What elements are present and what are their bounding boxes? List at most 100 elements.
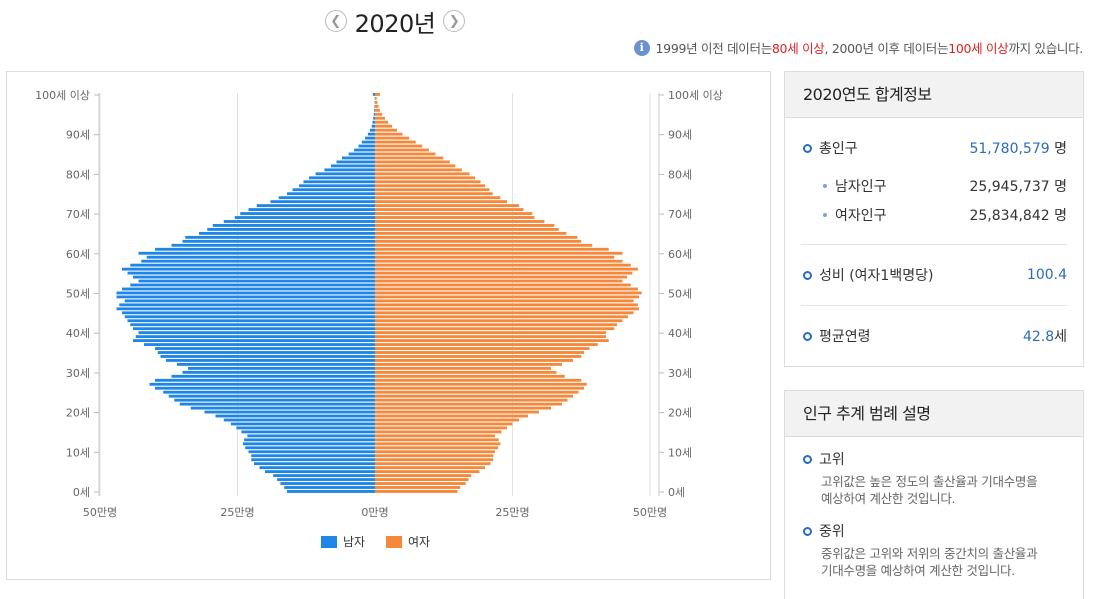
bar-female: [375, 247, 609, 251]
divider: [801, 244, 1067, 245]
bar-male: [190, 406, 375, 410]
bar-male: [287, 192, 375, 196]
y-tick-label-left: 50세: [66, 288, 90, 301]
bar-female: [375, 394, 573, 398]
bar-male: [116, 307, 375, 311]
bar-male: [361, 140, 375, 144]
y-tick-label-left: 80세: [66, 168, 90, 181]
summary-panel: 2020연도 합계정보 총인구 51,780,579 명 남자인구 25,945…: [784, 71, 1084, 367]
bullet-dot-icon: [823, 184, 827, 188]
legend-swatch: [386, 536, 402, 548]
bar-male: [160, 355, 375, 358]
bar-male: [234, 216, 375, 219]
male-value: 25,945,737: [969, 179, 1050, 195]
legend-description-title: 인구 추계 범례 설명: [785, 391, 1083, 437]
bar-female: [375, 212, 533, 215]
bar-male: [212, 224, 375, 227]
bar-female: [375, 422, 513, 426]
bar-female: [375, 478, 469, 481]
bar-male: [155, 347, 375, 350]
chevron-left-icon[interactable]: ❮: [324, 10, 347, 32]
notice-text-2: , 2000년 이후 데이터는: [824, 41, 949, 56]
bar-male: [354, 148, 375, 152]
chevron-right-icon[interactable]: ❯: [443, 10, 466, 32]
bar-female: [375, 462, 491, 466]
bar-female: [375, 343, 598, 346]
bar-female: [375, 362, 562, 366]
bar-female: [375, 184, 485, 188]
notice-text-3: 까지 있습니다.: [1008, 41, 1083, 56]
bar-female: [375, 255, 615, 259]
total-unit: 명: [1054, 141, 1067, 157]
bar-female: [375, 136, 410, 140]
bar-male: [251, 458, 375, 462]
average-age-value: 42.8: [1022, 329, 1055, 345]
bar-male: [130, 283, 375, 287]
bar-female: [375, 108, 380, 112]
bar-male: [331, 164, 375, 168]
legend-swatch: [321, 536, 337, 548]
bar-male: [270, 200, 375, 204]
bar-male: [130, 263, 375, 267]
bar-female: [375, 172, 470, 176]
bar-female: [375, 450, 495, 454]
bar-female: [375, 331, 606, 335]
bar-female: [375, 486, 461, 489]
bar-female: [375, 470, 480, 474]
bar-female: [375, 152, 436, 156]
bar-male: [207, 227, 375, 231]
bar-male: [163, 390, 375, 394]
legend-item-high: 고위 고위값은 높은 정도의 출산율과 기대수명을 예상하여 계산한 것입니다.: [785, 449, 1083, 507]
bar-male: [174, 398, 375, 402]
bar-male: [223, 418, 375, 422]
y-tick-label-right: 50세: [668, 288, 692, 301]
x-tick-label: 50만명: [83, 506, 117, 519]
y-tick-label-left: 0세: [73, 486, 90, 499]
sex-ratio-row: 성비 (여자1백명당) 100.4: [785, 265, 1083, 285]
male-label: 남자인구: [835, 179, 887, 195]
bar-male: [122, 287, 375, 291]
bar-female: [375, 406, 551, 410]
bar-female: [375, 263, 631, 267]
bar-female: [375, 370, 557, 374]
bar-female: [375, 315, 628, 319]
bar-male: [284, 486, 375, 489]
bar-female: [375, 446, 499, 450]
bar-male: [287, 490, 375, 493]
bullet-ring-icon: [803, 526, 812, 536]
bar-female: [375, 410, 539, 414]
bar-male: [230, 422, 375, 426]
female-population-row: 여자인구 25,834,842 명: [785, 205, 1083, 225]
bar-female: [375, 374, 565, 378]
bar-male: [182, 370, 375, 374]
bar-female: [375, 474, 472, 478]
bar-female: [375, 275, 627, 279]
notice-highlight-100: 100세 이상: [948, 41, 1009, 56]
bar-female: [375, 160, 450, 164]
bar-female: [375, 291, 642, 295]
bar-male: [171, 374, 375, 378]
bar-male: [133, 327, 375, 331]
y-tick-label-right: 30세: [668, 367, 692, 380]
bar-female: [375, 231, 567, 235]
bar-female: [375, 156, 444, 160]
average-age-row: 평균연령 42.8세: [785, 326, 1083, 346]
bar-male: [374, 108, 375, 112]
y-tick-label-right: 90세: [668, 129, 692, 142]
bar-female: [375, 168, 462, 172]
bar-female: [375, 176, 476, 180]
bar-female: [375, 299, 634, 303]
bar-male: [141, 259, 375, 263]
bar-male: [248, 450, 375, 454]
x-tick-label: 0만명: [361, 506, 388, 519]
bar-female: [375, 327, 615, 331]
bar-female: [375, 430, 502, 434]
legend-item-text: 고위값은 높은 정도의 출산율과 기대수명을: [821, 474, 1038, 489]
bar-male: [171, 243, 375, 247]
bar-female: [375, 259, 623, 263]
notice-text-1: 1999년 이전 데이터는: [655, 41, 773, 56]
bar-female: [375, 335, 606, 339]
bar-female: [375, 382, 587, 386]
bar-female: [375, 378, 582, 382]
male-unit: 명: [1054, 179, 1067, 195]
